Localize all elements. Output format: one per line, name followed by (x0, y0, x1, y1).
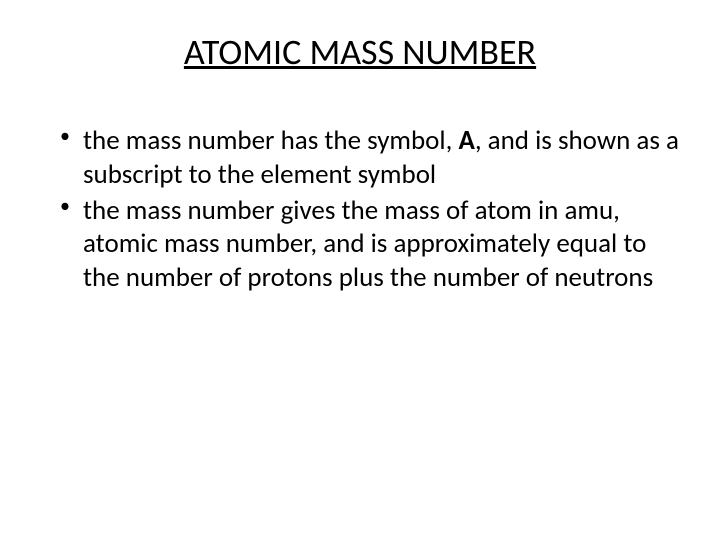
bullet-bold-letter: A (458, 124, 474, 157)
bullet-item: the mass number gives the mass of atom i… (55, 194, 680, 295)
slide-container: ATOMIC MASS NUMBER the mass number has t… (0, 0, 720, 540)
slide-content: the mass number has the symbol, A, and i… (40, 124, 680, 295)
bullet-text-before: the mass number gives the mass of atom i… (83, 194, 653, 295)
slide-title: ATOMIC MASS NUMBER (40, 30, 680, 74)
bullet-list: the mass number has the symbol, A, and i… (55, 124, 680, 295)
bullet-text-before: the mass number has the symbol, (83, 124, 458, 157)
bullet-item: the mass number has the symbol, A, and i… (55, 124, 680, 192)
